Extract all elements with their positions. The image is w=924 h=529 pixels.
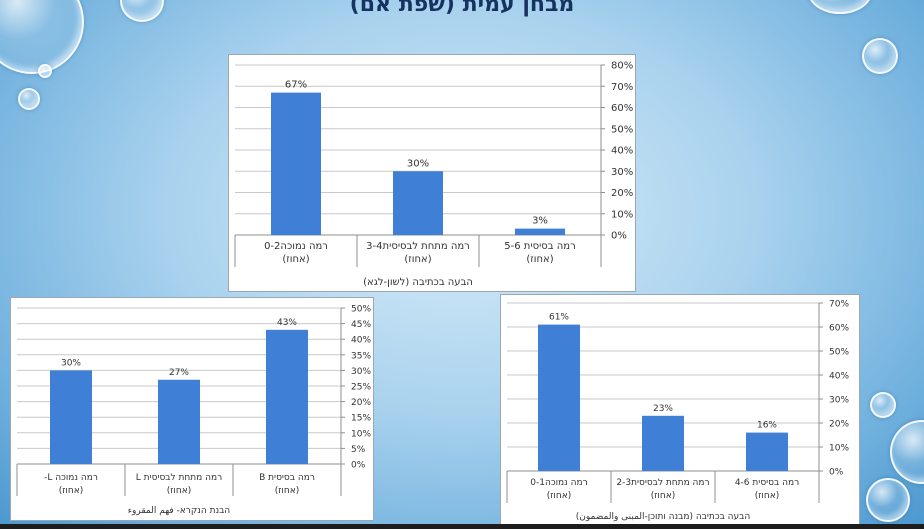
chart-panel-reading-comprehension: 0% 5% 10% 15% 20% 25% 30% 35% 40% 45% 50% 30% רמה נמ…	[10, 297, 374, 521]
data-label: 61%	[549, 313, 569, 323]
y-tick-label: 0%	[611, 231, 627, 242]
chart-panel-writing-structure: 0% 10% 20% 30% 40% 50% 60% 70% 61% רמה נמוכה0-1 (א…	[500, 294, 860, 526]
y-tick-label: 40%	[351, 336, 371, 346]
category-label: (אחוז)	[547, 491, 572, 501]
category-label: רמה נמוכה0-1	[530, 478, 587, 488]
bar	[266, 329, 308, 464]
bar	[271, 92, 321, 235]
x-axis-label: הבעה בכתיבה (מבנה ותוכן-المبنى والمضمون)	[576, 512, 751, 522]
category-label: רמה בסיסית 5-6	[504, 241, 575, 252]
category-label: רמה נמוכה L-	[44, 473, 98, 483]
bar-chart-writing-language: 0% 10% 20% 30% 40% 50% 60% 70% 80% 67% רמה נמוכה0-…	[234, 61, 633, 288]
data-label: 27%	[169, 368, 189, 378]
y-tick-label: 5%	[351, 445, 366, 455]
y-tick-label: 50%	[351, 305, 371, 315]
y-tick-label: 25%	[351, 383, 371, 393]
y-tick-label: 0%	[351, 461, 366, 471]
bubble-decoration	[866, 478, 910, 522]
bottom-border	[0, 524, 924, 529]
category-label: (אחוז)	[526, 254, 553, 265]
y-tick-label: 35%	[351, 351, 371, 361]
category-label: רמה מתחת לבסיסית3-4	[366, 241, 470, 252]
category-label: (אחוז)	[275, 486, 300, 496]
y-tick-label: 45%	[351, 320, 371, 330]
y-tick-label: 20%	[351, 398, 371, 408]
y-tick-label: 50%	[829, 348, 849, 358]
bar-chart-reading-comprehension: 0% 5% 10% 15% 20% 25% 30% 35% 40% 45% 50% 30% רמה נמ…	[16, 305, 371, 516]
y-tick-label: 60%	[829, 324, 849, 334]
data-label: 67%	[285, 80, 307, 91]
y-tick-label: 0%	[829, 468, 844, 478]
x-axis-label: הבנת הנקרא- فهم المقروء	[128, 506, 230, 516]
data-label: 43%	[277, 318, 297, 328]
category-label: רמה מתחת לבסיסית L	[136, 473, 222, 483]
data-label: 30%	[61, 358, 81, 368]
y-tick-label: 40%	[829, 372, 849, 382]
category-label: (אחוז)	[755, 491, 780, 501]
category-label: רמה בסיסית B	[259, 473, 315, 483]
category-label: (אחוז)	[282, 254, 309, 265]
data-label: 3%	[532, 216, 548, 227]
page-title: מבחן עמית (שפת אם)	[349, 0, 575, 17]
bar	[746, 432, 788, 471]
y-tick-label: 10%	[829, 444, 849, 454]
bubble-decoration	[890, 420, 924, 484]
category-label: רמה נמוכה0-2	[264, 241, 328, 252]
y-tick-label: 20%	[611, 188, 633, 199]
category-label: (אחוז)	[59, 486, 84, 496]
y-tick-label: 20%	[829, 420, 849, 430]
y-tick-label: 70%	[829, 300, 849, 310]
y-tick-label: 50%	[611, 124, 633, 135]
y-tick-label: 30%	[351, 367, 371, 377]
data-label: 23%	[653, 404, 673, 414]
bar-chart-writing-structure: 0% 10% 20% 30% 40% 50% 60% 70% 61% רמה נמוכה0-1 (א…	[506, 300, 849, 522]
y-tick-label: 80%	[611, 61, 633, 72]
bubble-decoration	[38, 64, 52, 78]
y-tick-label: 10%	[351, 429, 371, 439]
category-label: רמה בסיסית 4-6	[735, 478, 799, 488]
y-tick-label: 10%	[611, 209, 633, 220]
chart-panel-writing-language: 0% 10% 20% 30% 40% 50% 60% 70% 80% 67% רמה נמוכה0-…	[228, 54, 636, 292]
data-label: 16%	[757, 421, 777, 431]
bubble-decoration	[18, 88, 40, 110]
category-label: רמה מתחת לבסיסית2-3	[616, 478, 709, 488]
bar	[393, 171, 443, 235]
y-tick-label: 15%	[351, 414, 371, 424]
y-tick-label: 30%	[829, 396, 849, 406]
bar	[515, 228, 565, 235]
category-label: (אחוז)	[651, 491, 676, 501]
bar	[50, 370, 92, 464]
y-tick-label: 40%	[611, 146, 633, 157]
y-tick-label: 30%	[611, 167, 633, 178]
x-axis-label: הבעה בכתיבה (לשון-לגא)	[363, 277, 473, 288]
y-tick-label: 70%	[611, 82, 633, 93]
bubble-decoration	[862, 38, 898, 74]
bubble-decoration	[870, 392, 896, 418]
bar	[538, 324, 580, 471]
bar	[642, 415, 684, 471]
data-label: 30%	[407, 158, 429, 169]
bar	[158, 379, 200, 464]
category-label: (אחוז)	[404, 254, 431, 265]
y-tick-label: 60%	[611, 103, 633, 114]
category-label: (אחוז)	[167, 486, 192, 496]
